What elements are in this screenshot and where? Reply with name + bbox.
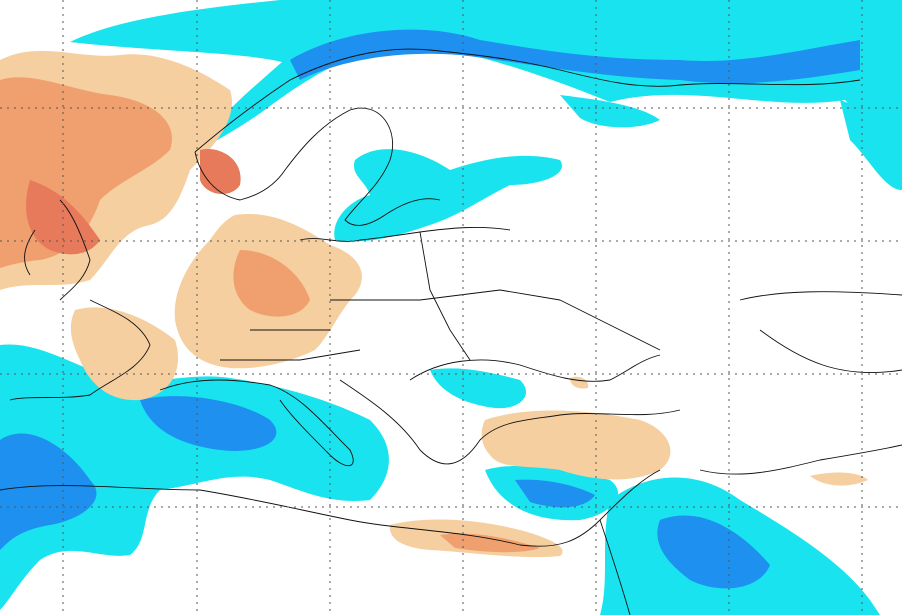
balkans-turkey-coast	[339, 379, 681, 465]
baltic-field	[334, 149, 562, 242]
east-med-core	[515, 479, 595, 508]
turkey-dry	[481, 410, 671, 480]
black-sea-coast	[409, 354, 661, 382]
russia-north-field	[560, 95, 660, 128]
mediterranean-field	[0, 344, 389, 610]
italy-coast	[159, 379, 354, 467]
east-edge-field	[840, 100, 902, 190]
arctic-coast	[194, 48, 861, 153]
scandinavia-coast	[194, 107, 441, 226]
atlantic-hot	[26, 149, 241, 255]
middle-east-coast	[599, 444, 902, 615]
north-atlantic-core	[290, 29, 860, 84]
north-africa-warm	[440, 533, 540, 553]
black-sea-field	[430, 368, 526, 409]
central-europe-warm	[233, 250, 310, 317]
british-isles	[24, 199, 91, 301]
north-atlantic-band	[70, 0, 902, 190]
baltic-south-coast	[299, 226, 511, 242]
france-dry	[70, 307, 179, 401]
coastlines	[0, 48, 902, 615]
middle-east-core	[657, 515, 770, 589]
borders	[220, 231, 902, 374]
small-dry-patches	[570, 376, 868, 486]
france-iberia-coast	[9, 299, 151, 401]
mediterranean-core	[0, 396, 277, 550]
